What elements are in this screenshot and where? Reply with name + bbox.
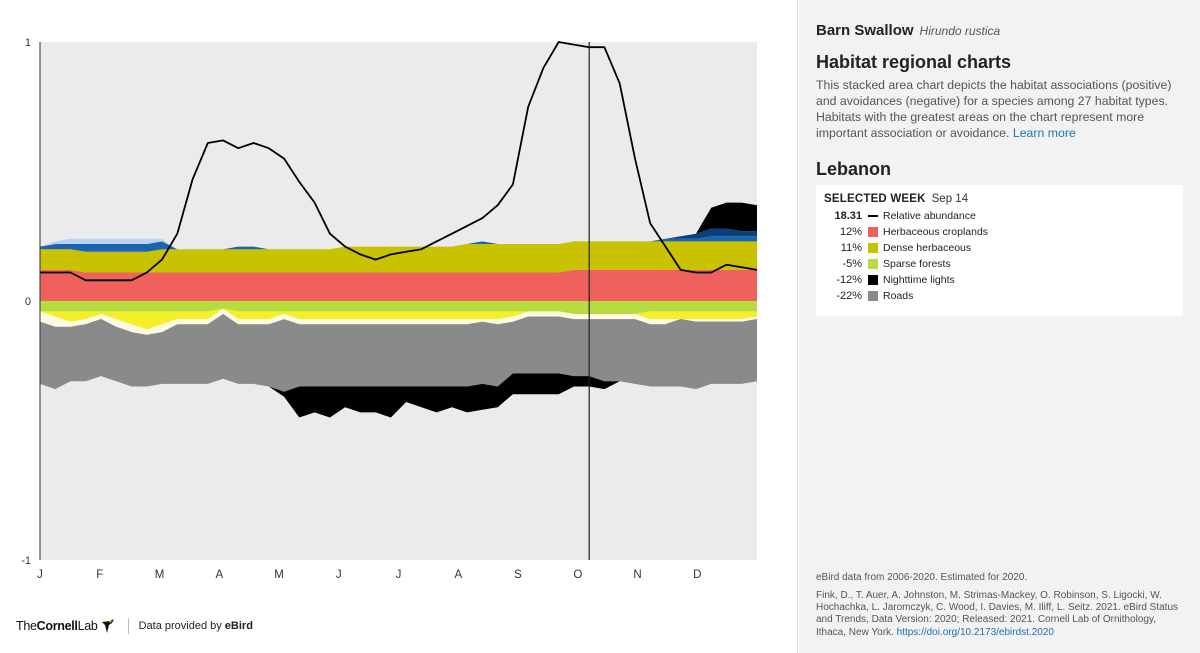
month-tick-label: F xyxy=(96,569,103,581)
selected-week-label: SELECTED WEEK xyxy=(824,193,926,205)
footer: The Cornell Lab Data provided by eBird xyxy=(16,612,253,640)
region-title: Lebanon xyxy=(816,159,891,179)
scientific-name: Hirundo rustica xyxy=(919,24,1001,38)
legend-value: 18.31 xyxy=(834,210,862,222)
common-name: Barn Swallow xyxy=(816,22,914,39)
species-title: Barn Swallow Hirundo rustica xyxy=(816,22,1000,39)
legend-label: Roads xyxy=(883,290,914,302)
month-tick-label: N xyxy=(633,569,641,581)
month-tick-label: J xyxy=(37,569,43,581)
selected-week: SELECTED WEEK Sep 14 xyxy=(824,193,1175,205)
month-tick-label: M xyxy=(155,569,165,581)
y-tick-label: 1 xyxy=(25,37,31,49)
ebird-link[interactable]: eBird xyxy=(224,620,253,632)
area-barren xyxy=(40,308,757,330)
legend-card: SELECTED WEEK Sep 14 18.31 Relative abunda… xyxy=(816,185,1183,316)
info-sidebar: Barn Swallow Hirundo rustica Habitat regi… xyxy=(799,0,1200,653)
chart-description: This stacked area chart depicts the habi… xyxy=(816,77,1184,141)
legend-row: 11% Dense herbaceous xyxy=(824,240,1175,256)
learn-more-link[interactable]: Learn more xyxy=(1012,126,1076,140)
month-tick-label: J xyxy=(336,569,342,581)
data-provided-label: Data provided by xyxy=(138,620,225,632)
legend-label: Relative abundance xyxy=(883,210,976,222)
legend-row: 18.31 Relative abundance xyxy=(824,208,1175,224)
month-tick-label: A xyxy=(215,569,223,581)
area-mixed-forests xyxy=(40,236,757,252)
legend-label: Nighttime lights xyxy=(883,274,955,286)
axes-layer: 1 0 -1 J F M A M J J A S O N D xyxy=(21,37,701,581)
logo-lab: Lab xyxy=(77,619,98,633)
logo-the: The xyxy=(16,619,37,633)
area-herbaceous-croplands xyxy=(40,269,757,301)
description-text: This stacked area chart depicts the habi… xyxy=(816,78,1172,140)
legend-label: Dense herbaceous xyxy=(883,242,972,254)
habitat-area-layers xyxy=(40,202,757,418)
section-title: Habitat regional charts xyxy=(816,52,1012,72)
legend-value: -22% xyxy=(836,290,862,302)
legend-row: -12% Nighttime lights xyxy=(824,272,1175,288)
legend-rows: 18.31 Relative abundance 12% Herbaceous cro… xyxy=(824,208,1175,304)
data-provided-text: Data provided by eBird xyxy=(139,620,253,632)
doi-link[interactable]: https://doi.org/10.2173/ebirdst.2020 xyxy=(896,626,1054,638)
relative-abundance-line xyxy=(40,41,758,282)
bird-logo-icon xyxy=(101,619,114,633)
area-nighttime-lights xyxy=(40,373,757,418)
legend-row: -5% Sparse forests xyxy=(824,256,1175,272)
area-roads xyxy=(40,314,757,392)
y-tick-label: -1 xyxy=(21,555,31,567)
area-dense-herbaceous xyxy=(40,241,757,273)
legend-label: Sparse forests xyxy=(883,258,951,270)
data-source: eBird data from 2006-2020. Estimated for… xyxy=(816,572,1028,583)
area-open-shrublands xyxy=(40,308,757,335)
month-tick-label: A xyxy=(454,569,462,581)
legend-swatch xyxy=(868,275,878,285)
legend-value: 12% xyxy=(839,226,862,238)
month-tick-label: D xyxy=(693,569,701,581)
legend-value: -5% xyxy=(842,258,862,270)
legend-value: -12% xyxy=(836,274,862,286)
y-tick-label: 0 xyxy=(25,296,31,308)
month-tick-label: O xyxy=(573,569,582,581)
legend-label: Herbaceous croplands xyxy=(883,226,989,238)
abundance-line-layer xyxy=(40,41,758,282)
legend-swatch xyxy=(868,259,878,269)
legend-row: -22% Roads xyxy=(824,288,1175,304)
footer-divider xyxy=(127,618,129,634)
legend-swatch xyxy=(868,243,878,253)
logo-cornell: Cornell xyxy=(36,619,78,633)
chart-pane: 1 0 -1 J F M A M J J A S O N D The Cornell Lab Data prov… xyxy=(0,0,798,653)
area-sparse-forests xyxy=(40,301,757,314)
citation: Fink, D., T. Auer, A. Johnston, M. Strim… xyxy=(816,590,1186,639)
legend-swatch xyxy=(868,291,878,301)
citation-text: Fink, D., T. Auer, A. Johnston, M. Strim… xyxy=(816,590,1179,638)
month-tick-label: S xyxy=(514,569,522,581)
legend-swatch xyxy=(868,227,878,237)
legend-row: 12% Herbaceous croplands xyxy=(824,224,1175,240)
legend-swatch xyxy=(868,215,878,217)
month-tick-label: M xyxy=(274,569,284,581)
habitat-stacked-area-chart[interactable]: 1 0 -1 J F M A M J J A S O N D xyxy=(0,0,798,653)
cornell-lab-logo[interactable]: The Cornell Lab xyxy=(16,617,116,635)
legend-value: 11% xyxy=(840,242,862,254)
month-tick-label: J xyxy=(396,569,402,581)
selected-week-value: Sep 14 xyxy=(931,193,969,205)
